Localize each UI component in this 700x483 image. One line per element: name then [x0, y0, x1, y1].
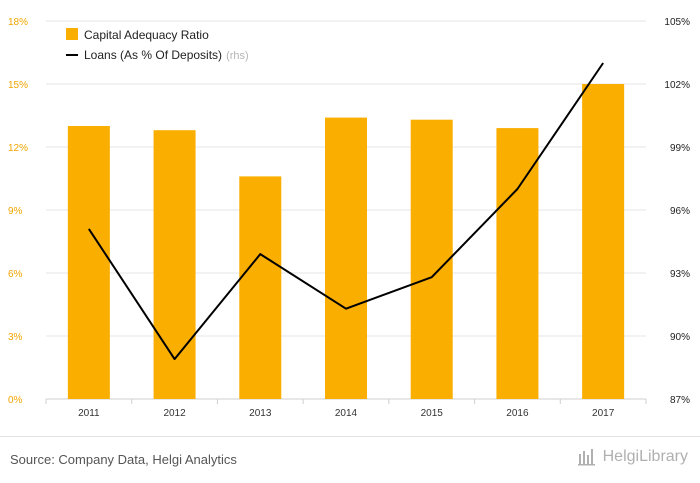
y-left-tick-label: 12% — [8, 143, 28, 154]
y-right-tick-label: 99% — [670, 143, 690, 154]
y-left-tick-label: 18% — [8, 17, 28, 28]
helgi-library-logo-icon — [577, 448, 598, 466]
bar — [582, 84, 625, 399]
y-right-tick-label: 87% — [670, 395, 690, 406]
x-tick-label: 2016 — [506, 408, 529, 419]
chart: 2011 2012 2013 2014 2015 2016 2017 0% 3% 6% 9% 12%… — [8, 17, 690, 419]
x-tick-label: 2011 — [78, 408, 100, 419]
y-left-tick-label: 9% — [8, 206, 23, 217]
footer-divider — [0, 436, 700, 437]
line-series — [88, 62, 604, 361]
x-tick-label: 2012 — [163, 408, 186, 419]
legend: Capital Adequacy Ratio Loans (As % Of De… — [66, 28, 249, 62]
y-right-tick-label: 90% — [670, 332, 690, 343]
source-note: Source: Company Data, Helgi Analytics — [10, 452, 237, 467]
bar — [239, 176, 282, 399]
bar-series — [67, 84, 625, 399]
y-axis-right: 87% 90% 93% 96% 99% 102% 105% — [664, 17, 690, 406]
x-tick-label: 2017 — [592, 408, 615, 419]
y-left-tick-label: 6% — [8, 269, 23, 280]
y-right-tick-label: 93% — [670, 269, 690, 280]
legend-label-loans: Loans (As % Of Deposits) (rhs) — [84, 48, 249, 62]
x-tick-label: 2013 — [249, 408, 272, 419]
x-axis: 2011 2012 2013 2014 2015 2016 2017 — [45, 399, 647, 419]
helgi-library-logo[interactable]: HelgiLibrary — [577, 448, 688, 466]
helgi-library-logo-text: HelgiLibrary — [602, 448, 688, 465]
bar — [153, 130, 196, 399]
y-axis-left: 0% 3% 6% 9% 12% 15% 18% — [8, 17, 28, 406]
legend-label-loans-text: Loans (As % Of Deposits) — [84, 48, 222, 62]
y-left-tick-label: 0% — [8, 395, 23, 406]
legend-label-capital-adequacy: Capital Adequacy Ratio — [84, 28, 209, 42]
y-right-tick-label: 105% — [664, 17, 690, 28]
y-left-tick-label: 15% — [8, 80, 28, 91]
bar — [325, 117, 367, 399]
x-tick-label: 2015 — [421, 408, 444, 419]
bar — [496, 128, 539, 399]
y-right-tick-label: 102% — [664, 80, 690, 91]
x-tick-label: 2014 — [335, 408, 358, 419]
y-left-tick-label: 3% — [8, 332, 23, 343]
bar — [67, 126, 110, 399]
legend-label-loans-suffix: (rhs) — [226, 50, 249, 62]
legend-bar-swatch — [66, 28, 78, 40]
bar — [410, 119, 453, 399]
y-right-tick-label: 96% — [670, 206, 690, 217]
